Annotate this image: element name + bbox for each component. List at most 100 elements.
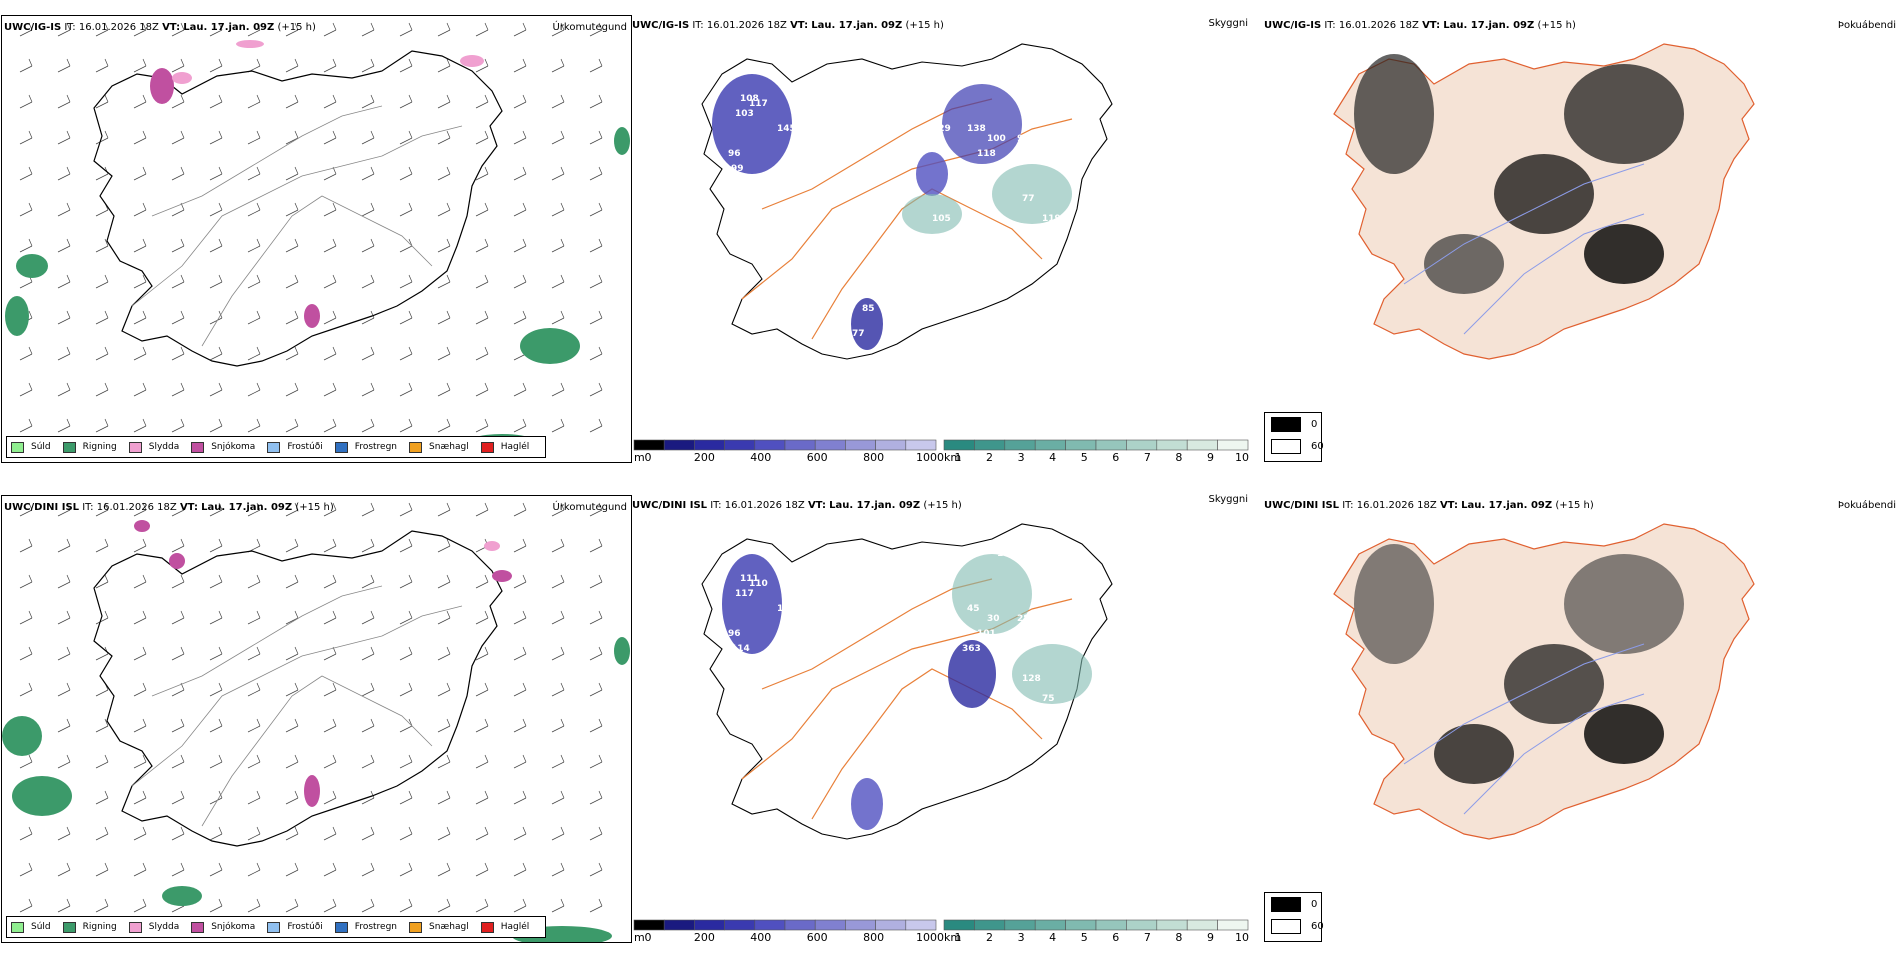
wind-barb: [57, 130, 71, 145]
wind-barb: [247, 646, 261, 661]
snow-depth-label: 112: [997, 549, 1016, 559]
wind-barb: [589, 718, 603, 733]
wind-barb: [399, 382, 413, 397]
wind-barb: [437, 130, 451, 145]
snow-patch: [134, 520, 512, 807]
wind-barb: [361, 754, 375, 769]
wind-barb: [551, 574, 565, 589]
colorbar-swatch: [1186, 439, 1218, 451]
colorbar-tick: 5: [1080, 931, 1088, 944]
wind-barb: [209, 58, 223, 73]
wind-barb: [171, 382, 185, 397]
wind-barb: [361, 790, 375, 805]
wind-barb: [361, 574, 375, 589]
wind-barb: [437, 238, 451, 253]
wind-barb: [323, 274, 337, 289]
wind-barb: [285, 166, 299, 181]
wind-barb: [437, 202, 451, 217]
colorbar-tick: 600: [806, 451, 828, 464]
wind-barb: [285, 202, 299, 217]
fog-label: Þokuábendi: [1837, 20, 1896, 31]
wind-barb: [19, 58, 33, 73]
wind-barb: [361, 418, 375, 433]
wind-barb: [323, 310, 337, 325]
legend-item: Súld: [11, 441, 51, 453]
colorbar-tick: 800: [863, 931, 885, 944]
colorbar-swatch: [694, 919, 725, 931]
wind-barb: [209, 382, 223, 397]
wind-barb: [95, 754, 109, 769]
colorbar-swatch: [943, 919, 975, 931]
iceland-coastline: [701, 523, 1113, 840]
road-network: [131, 585, 463, 827]
wind-barb: [475, 898, 489, 913]
visibility-panel: UWC/DINI ISL IT: 16.01.2026 18Z VT: Lau.…: [632, 494, 1252, 964]
wind-barb: [361, 610, 375, 625]
wind-barb: [19, 682, 33, 697]
precip-type-map-frame: UWC/DINI ISL IT: 16.01.2026 18Z VT: Lau.…: [1, 495, 632, 943]
legend-item: Slydda: [128, 441, 179, 453]
wind-barb: [57, 166, 71, 181]
legend-item: Rigning: [62, 921, 117, 933]
visibility-panel: UWC/IG-IS IT: 16.01.2026 18Z VT: Lau. 17…: [632, 14, 1252, 484]
colorbar-swatch: [724, 439, 756, 451]
fog-legend-item: 0: [1271, 417, 1317, 432]
wind-barb: [323, 238, 337, 253]
fog-legend-item: 60: [1271, 919, 1324, 934]
precip-type-panel: UWC/IG-IS IT: 16.01.2026 18Z VT: Lau. 17…: [0, 14, 632, 484]
snow-depth-label: 118: [977, 149, 996, 159]
colorbar-tick: 7: [1143, 931, 1151, 944]
wind-barb: [57, 418, 71, 433]
wind-barb: [513, 166, 527, 181]
wind-barb: [209, 574, 223, 589]
snow-depth-colorbar-swatches: [633, 439, 937, 451]
precip-type-map: [2, 502, 630, 942]
wind-barb: [57, 574, 71, 589]
wind-barb: [57, 682, 71, 697]
legend-item: Frostregn: [334, 441, 397, 453]
wind-barb: [133, 202, 147, 217]
wind-barb: [57, 346, 71, 361]
wind-barb: [95, 790, 109, 805]
visibility-label: Skyggni: [1208, 18, 1248, 29]
legend-swatch: [11, 921, 24, 933]
wind-barb: [323, 826, 337, 841]
wind-barb: [475, 274, 489, 289]
colorbar-swatch: [814, 439, 846, 451]
wind-barb: [209, 418, 223, 433]
fog-legend-swatch: [1271, 897, 1301, 912]
wind-barb: [437, 718, 451, 733]
fog-map: [1333, 523, 1755, 840]
snow-depth-label: 129: [932, 124, 951, 134]
wind-barb: [361, 130, 375, 145]
wind-barb: [209, 202, 223, 217]
snow-depth-label: 77: [852, 329, 865, 339]
legend-item: Slydda: [128, 921, 179, 933]
forecast-row-dini-isl: UWC/DINI ISL IT: 16.01.2026 18Z VT: Lau.…: [0, 494, 1900, 964]
visibility-unit: km: [944, 451, 962, 464]
wind-barb: [399, 718, 413, 733]
colorbar-tick: 6: [1112, 931, 1120, 944]
colorbar-tick: 5: [1080, 451, 1088, 464]
wind-barb: [19, 346, 33, 361]
wind-barb: [57, 58, 71, 73]
visibility-map: [701, 43, 1113, 360]
wind-barb: [589, 238, 603, 253]
wind-barb: [57, 826, 71, 841]
snow-depth-label: 147: [1032, 549, 1051, 559]
wind-barb: [589, 166, 603, 181]
colorbar-swatch: [724, 919, 756, 931]
wind-barb: [361, 202, 375, 217]
wind-barb: [475, 862, 489, 877]
wind-barb: [589, 826, 603, 841]
wind-barb: [247, 502, 261, 517]
wind-barb: [323, 718, 337, 733]
visibility-colorbar: km 1 2 3 4 5 6 7 8 9 10: [943, 439, 1249, 468]
wind-barb: [57, 274, 71, 289]
snow-depth-label: 92: [1017, 134, 1030, 144]
snow-depth-label: 77: [1022, 194, 1035, 204]
wind-barb: [247, 166, 261, 181]
wind-barb: [399, 682, 413, 697]
wind-barb: [551, 418, 565, 433]
colorbar-swatch: [633, 919, 665, 931]
